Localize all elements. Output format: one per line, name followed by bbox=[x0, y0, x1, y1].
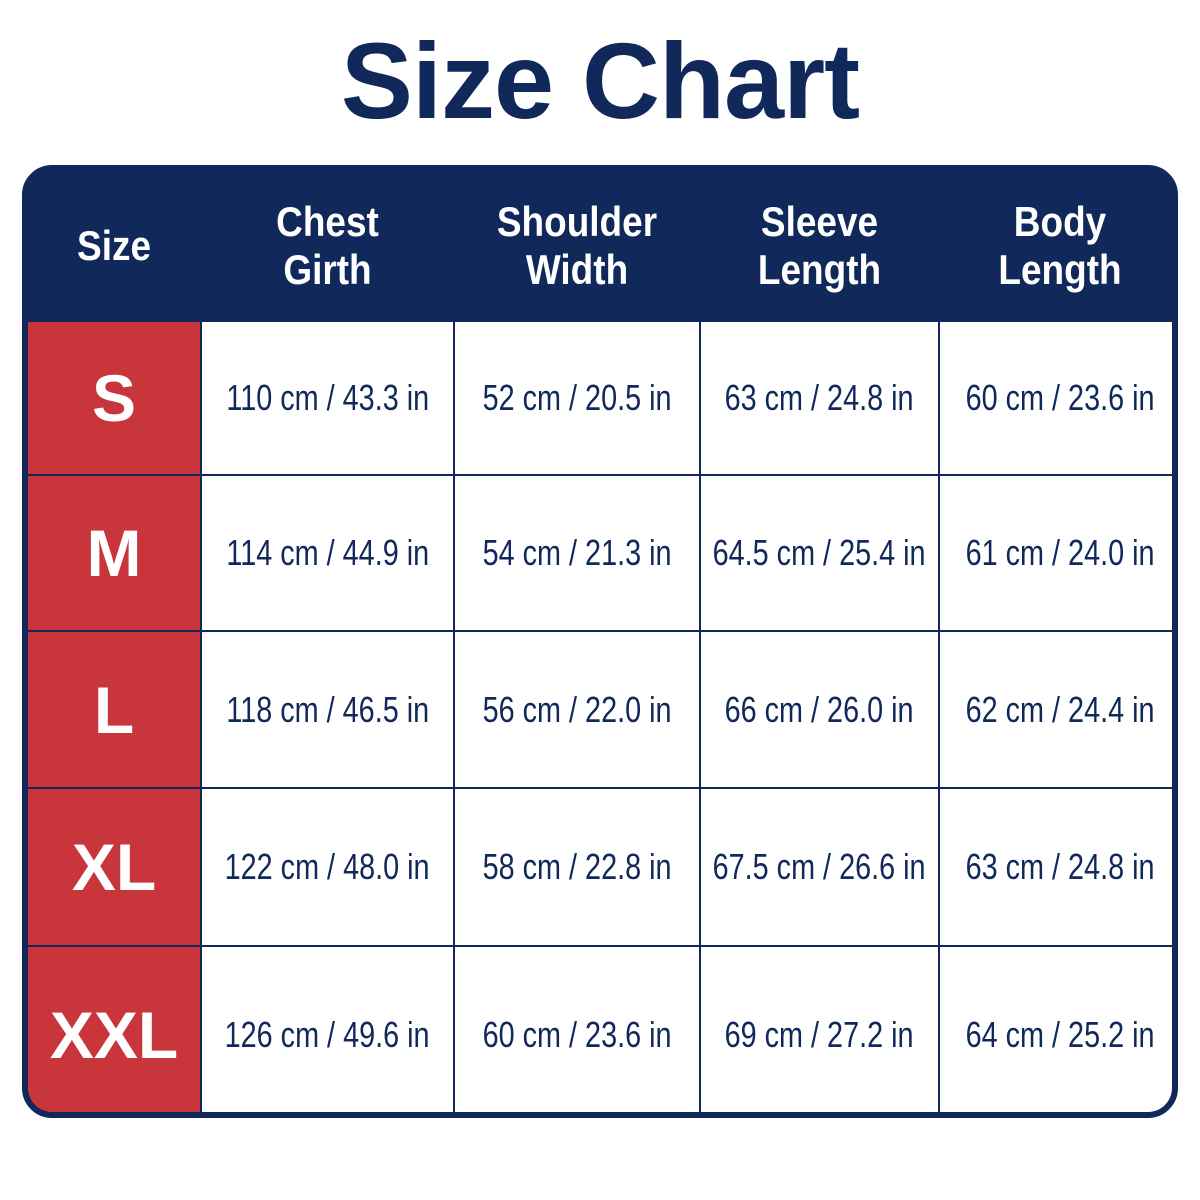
measurement-cell-text: 54 cm / 21.3 in bbox=[482, 532, 672, 573]
measurement-cell: 58 cm / 22.8 in bbox=[455, 789, 699, 945]
measurement-cell-text: 58 cm / 22.8 in bbox=[482, 846, 672, 887]
header-cell: Size bbox=[28, 171, 200, 320]
size-cell: XXL bbox=[28, 947, 200, 1112]
measurement-cell-text: 126 cm / 49.6 in bbox=[225, 1013, 430, 1055]
size-cell: S bbox=[28, 322, 200, 474]
measurement-cell: 64 cm / 25.2 in bbox=[940, 947, 1172, 1112]
measurement-cell: 61 cm / 24.0 in bbox=[940, 476, 1172, 630]
measurement-cell: 118 cm / 46.5 in bbox=[202, 632, 453, 787]
measurement-cell-text: 69 cm / 27.2 in bbox=[725, 1013, 914, 1055]
measurement-cell-text: 118 cm / 46.5 in bbox=[226, 688, 429, 730]
measurement-cell-text: 63 cm / 24.8 in bbox=[725, 377, 914, 418]
measurement-cell: 122 cm / 48.0 in bbox=[202, 789, 453, 945]
measurement-cell: 62 cm / 24.4 in bbox=[940, 632, 1172, 787]
measurement-cell-text: 52 cm / 20.5 in bbox=[482, 377, 672, 418]
header-cell-text: Size bbox=[77, 221, 151, 269]
title: Size Chart bbox=[340, 20, 860, 141]
header-cell: Body Length bbox=[940, 171, 1172, 320]
measurement-cell-text: 60 cm / 23.6 in bbox=[965, 377, 1155, 418]
measurement-cell-text: 67.5 cm / 26.6 in bbox=[713, 846, 926, 887]
measurement-cell-text: 114 cm / 44.9 in bbox=[226, 532, 429, 573]
size-table: Size Chest Girth Shoulder Width Sleeve Leng… bbox=[22, 165, 1178, 1118]
measurement-cell: 52 cm / 20.5 in bbox=[455, 322, 699, 474]
measurement-cell: 54 cm / 21.3 in bbox=[455, 476, 699, 630]
measurement-cell: 64.5 cm / 25.4 in bbox=[701, 476, 938, 630]
measurement-cell: 114 cm / 44.9 in bbox=[202, 476, 453, 630]
measurement-cell: 60 cm / 23.6 in bbox=[455, 947, 699, 1112]
size-cell: L bbox=[28, 632, 200, 787]
header-cell: Shoulder Width bbox=[455, 171, 699, 320]
header-cell-text: Chest Girth bbox=[276, 197, 379, 293]
measurement-cell: 63 cm / 24.8 in bbox=[940, 789, 1172, 945]
measurement-cell: 126 cm / 49.6 in bbox=[202, 947, 453, 1112]
measurement-cell: 63 cm / 24.8 in bbox=[701, 322, 938, 474]
measurement-cell-text: 66 cm / 26.0 in bbox=[725, 688, 914, 730]
header-cell: Chest Girth bbox=[202, 171, 453, 320]
measurement-cell: 69 cm / 27.2 in bbox=[701, 947, 938, 1112]
measurement-cell-text: 63 cm / 24.8 in bbox=[965, 846, 1155, 887]
measurement-cell-text: 61 cm / 24.0 in bbox=[965, 532, 1155, 573]
measurement-cell-text: 122 cm / 48.0 in bbox=[225, 846, 430, 887]
header-cell-text: Shoulder Width bbox=[496, 197, 658, 293]
size-cell: M bbox=[28, 476, 200, 630]
measurement-cell-text: 64 cm / 25.2 in bbox=[965, 1013, 1155, 1055]
measurement-cell-text: 64.5 cm / 25.4 in bbox=[713, 532, 926, 573]
measurement-cell: 66 cm / 26.0 in bbox=[701, 632, 938, 787]
header-cell-text: Body Length bbox=[998, 197, 1122, 293]
header-cell: Sleeve Length bbox=[701, 171, 938, 320]
measurement-cell: 56 cm / 22.0 in bbox=[455, 632, 699, 787]
header-cell-text: Sleeve Length bbox=[757, 197, 882, 293]
measurement-cell-text: 62 cm / 24.4 in bbox=[965, 688, 1155, 730]
measurement-cell-text: 110 cm / 43.3 in bbox=[226, 377, 429, 418]
measurement-cell: 60 cm / 23.6 in bbox=[940, 322, 1172, 474]
measurement-cell: 67.5 cm / 26.6 in bbox=[701, 789, 938, 945]
measurement-cell-text: 60 cm / 23.6 in bbox=[482, 1013, 672, 1055]
measurement-cell: 110 cm / 43.3 in bbox=[202, 322, 453, 474]
size-cell: XL bbox=[28, 789, 200, 945]
measurement-cell-text: 56 cm / 22.0 in bbox=[482, 688, 672, 730]
